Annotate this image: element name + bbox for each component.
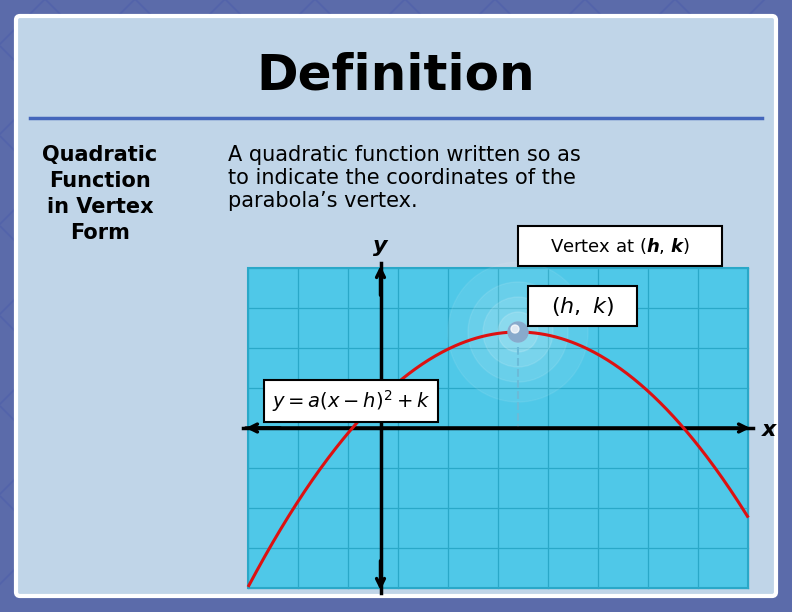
- FancyBboxPatch shape: [16, 16, 776, 596]
- Text: parabola’s vertex.: parabola’s vertex.: [228, 191, 417, 211]
- Text: in Vertex: in Vertex: [47, 197, 154, 217]
- Circle shape: [498, 312, 538, 352]
- Circle shape: [468, 282, 568, 382]
- FancyBboxPatch shape: [264, 380, 438, 422]
- Text: Quadratic: Quadratic: [43, 145, 158, 165]
- Circle shape: [448, 262, 588, 402]
- Text: Function: Function: [49, 171, 150, 191]
- Text: y: y: [373, 236, 388, 256]
- Text: Definition: Definition: [257, 51, 535, 99]
- FancyBboxPatch shape: [518, 226, 722, 266]
- Text: Form: Form: [70, 223, 130, 243]
- Text: x: x: [762, 420, 776, 440]
- Circle shape: [511, 325, 519, 333]
- Text: Vertex at ($\bfit{h}$, $\bfit{k}$): Vertex at ($\bfit{h}$, $\bfit{k}$): [550, 236, 690, 256]
- Text: A quadratic function written so as: A quadratic function written so as: [228, 145, 581, 165]
- Circle shape: [483, 297, 553, 367]
- Circle shape: [508, 322, 528, 342]
- Bar: [248, 268, 748, 588]
- Text: $(\mathbf{\mathit{h}},\ \mathbf{\mathit{k}})$: $(\mathbf{\mathit{h}},\ \mathbf{\mathit{…: [551, 294, 614, 318]
- Text: to indicate the coordinates of the: to indicate the coordinates of the: [228, 168, 576, 188]
- FancyBboxPatch shape: [528, 286, 637, 326]
- Circle shape: [508, 322, 528, 342]
- Text: $y = \mathbf{\mathit{a}}(\mathbf{\mathit{x}} - \mathbf{\mathit{h}})^2 + \mathbf{: $y = \mathbf{\mathit{a}}(\mathbf{\mathit…: [272, 388, 430, 414]
